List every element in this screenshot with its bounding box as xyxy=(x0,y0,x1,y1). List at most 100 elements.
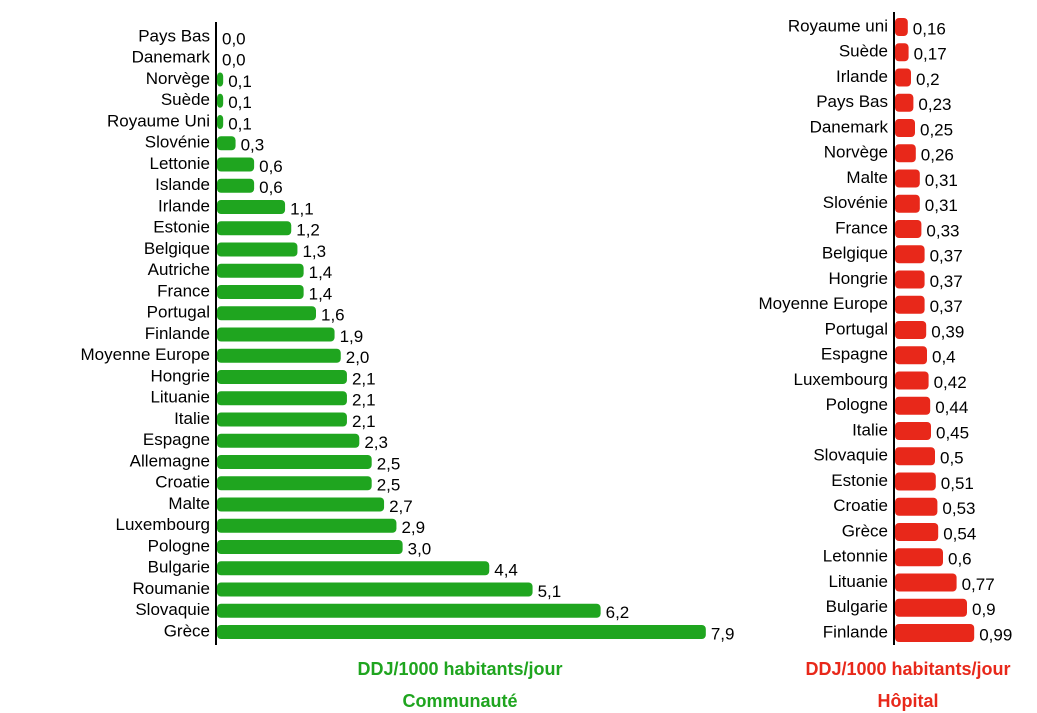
bar xyxy=(895,321,927,339)
category-label: Royaume Uni xyxy=(107,111,210,130)
value-label: 0,39 xyxy=(931,322,964,341)
value-label: 5,1 xyxy=(538,582,562,601)
value-label: 0,37 xyxy=(930,272,963,291)
value-label: 3,0 xyxy=(408,539,432,558)
value-label: 0,51 xyxy=(941,474,974,493)
bar xyxy=(217,540,403,554)
bar xyxy=(217,603,601,618)
category-label: Lituanie xyxy=(150,388,210,407)
value-label: 2,7 xyxy=(389,497,413,516)
category-label: Luxembourg xyxy=(115,515,210,534)
category-label: Malte xyxy=(846,168,888,187)
bar xyxy=(217,476,372,491)
category-label: Pologne xyxy=(826,395,888,414)
category-label: Irlande xyxy=(158,196,210,215)
value-label: 0,9 xyxy=(972,600,996,619)
value-label: 0,42 xyxy=(934,373,967,392)
bar xyxy=(895,523,939,541)
category-label: Letonnie xyxy=(823,547,888,566)
value-label: 0,1 xyxy=(228,72,252,91)
value-label: 0,33 xyxy=(926,221,959,240)
bar xyxy=(217,115,224,129)
category-label: Bulgarie xyxy=(148,558,210,577)
bar xyxy=(895,497,938,516)
category-label: Grèce xyxy=(164,621,210,640)
bar xyxy=(217,136,236,151)
bar xyxy=(895,194,920,213)
value-label: 0,77 xyxy=(962,575,995,594)
value-label: 0,16 xyxy=(913,19,946,38)
value-label: 4,4 xyxy=(494,561,518,580)
bar xyxy=(895,270,925,289)
category-label: Hongrie xyxy=(150,366,210,385)
category-label: Luxembourg xyxy=(793,370,888,389)
category-label: Portugal xyxy=(825,319,888,338)
bar xyxy=(217,370,347,384)
category-label: Slovaquie xyxy=(135,600,210,619)
category-label: Bulgarie xyxy=(826,597,888,616)
bar xyxy=(217,582,533,597)
value-label: 0,31 xyxy=(925,196,958,215)
value-label: 0,25 xyxy=(920,120,953,139)
value-label: 0,2 xyxy=(916,70,940,89)
bar xyxy=(895,295,925,314)
bar xyxy=(217,306,316,321)
value-label: 0,6 xyxy=(259,157,283,176)
value-label: 0,0 xyxy=(222,51,246,70)
bar xyxy=(217,348,341,363)
category-label: Espagne xyxy=(143,430,210,449)
category-label: Lettonie xyxy=(150,154,211,173)
category-label: Allemagne xyxy=(130,451,210,470)
value-label: 0,1 xyxy=(228,93,252,112)
bar xyxy=(895,93,914,112)
bar xyxy=(217,625,706,639)
value-label: 2,0 xyxy=(346,348,370,367)
category-label: Suède xyxy=(839,42,888,61)
value-label: 0,31 xyxy=(925,171,958,190)
category-label: Belgique xyxy=(144,239,210,258)
value-label: 1,2 xyxy=(296,221,320,240)
category-label: Estonie xyxy=(831,471,888,490)
value-label: 0,6 xyxy=(948,550,972,569)
bar xyxy=(217,285,304,299)
bar xyxy=(895,447,935,466)
bar xyxy=(895,346,927,365)
category-label: Grèce xyxy=(842,521,888,540)
bar xyxy=(217,221,292,236)
category-label: Slovénie xyxy=(823,193,888,212)
category-label: Norvège xyxy=(146,69,210,88)
bar xyxy=(217,72,224,87)
bar xyxy=(895,43,909,62)
value-label: 0,5 xyxy=(940,449,964,468)
value-label: 0,1 xyxy=(228,114,252,133)
bar xyxy=(217,200,286,214)
category-label: Belgique xyxy=(822,244,888,263)
value-label: 0,23 xyxy=(918,95,951,114)
category-label: Slovaquie xyxy=(813,446,888,465)
category-label: Pologne xyxy=(148,536,210,555)
value-label: 0,6 xyxy=(259,178,283,197)
category-label: Danemark xyxy=(810,117,889,136)
value-label: 0,37 xyxy=(930,297,963,316)
bar xyxy=(217,93,224,108)
value-label: 1,4 xyxy=(309,284,333,303)
chart-title: Hôpital xyxy=(878,691,939,711)
category-label: Estonie xyxy=(153,218,210,237)
category-label: Italie xyxy=(174,409,210,428)
category-label: Moyenne Europe xyxy=(759,294,888,313)
bar xyxy=(217,157,255,172)
category-label: Royaume uni xyxy=(788,16,888,35)
value-label: 2,9 xyxy=(401,518,425,537)
bar xyxy=(895,371,929,390)
category-label: Finlande xyxy=(823,622,888,641)
bar xyxy=(217,561,490,576)
value-label: 1,1 xyxy=(290,199,314,218)
category-label: Irlande xyxy=(836,67,888,86)
value-label: 0,3 xyxy=(241,136,265,155)
bar xyxy=(895,169,920,188)
bar xyxy=(217,455,372,469)
bar xyxy=(895,68,911,87)
category-label: Croatie xyxy=(155,473,210,492)
category-label: France xyxy=(157,281,210,300)
